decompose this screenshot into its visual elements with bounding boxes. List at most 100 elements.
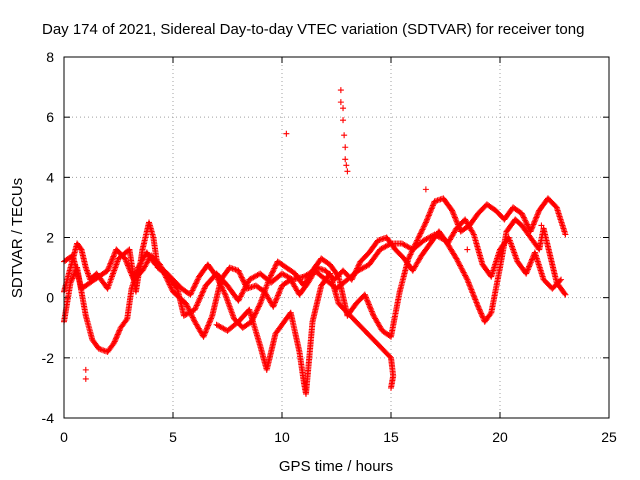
data-point-outliers: [342, 144, 349, 151]
data-point-c: [236, 270, 243, 277]
data-point-a: [470, 292, 477, 299]
data-point-c: [354, 264, 361, 271]
data-point-outliers: [82, 366, 89, 373]
data-point-b: [265, 276, 272, 283]
data-point-c: [204, 323, 211, 330]
data-point-b: [123, 317, 130, 324]
data-point-b: [266, 275, 273, 282]
data-point-b: [452, 215, 459, 222]
data-point-b: [406, 254, 413, 261]
y-tick-label: -2: [42, 350, 55, 366]
data-point-c: [201, 330, 208, 337]
data-point-a: [196, 296, 203, 303]
data-point-outliers: [344, 168, 351, 175]
data-point-c: [122, 256, 129, 263]
data-point-b: [362, 293, 369, 300]
data-point-c: [165, 278, 172, 285]
data-point-a: [192, 305, 199, 312]
data-point-c: [208, 315, 215, 322]
data-point-b: [527, 228, 534, 235]
data-point-a: [467, 283, 474, 290]
data-point-b: [115, 328, 122, 335]
data-point-b: [191, 283, 198, 290]
data-point-b: [253, 309, 260, 316]
data-point-b: [365, 300, 372, 307]
data-point-b: [422, 219, 429, 226]
data-point-b: [193, 279, 200, 286]
x-tick-label: 20: [492, 429, 508, 445]
data-point-c: [162, 272, 169, 279]
data-point-a: [197, 293, 204, 300]
data-point-c: [124, 261, 131, 268]
data-point-c: [272, 299, 279, 306]
data-point-b: [412, 241, 419, 248]
data-point-c: [189, 314, 196, 321]
data-point-b: [112, 337, 119, 344]
data-point-c: [188, 311, 195, 318]
data-point-b: [421, 222, 428, 229]
data-point-a: [476, 306, 483, 313]
y-tick-label: 4: [46, 169, 54, 185]
data-point-c: [525, 264, 532, 271]
data-point-b: [427, 208, 434, 215]
data-point-b: [115, 330, 122, 337]
data-point-c: [270, 303, 277, 310]
data-point-a: [487, 310, 494, 317]
data-point-b: [449, 208, 456, 215]
data-point-c: [111, 250, 118, 257]
data-point-a: [475, 305, 482, 312]
data-point-b: [190, 286, 197, 293]
data-point-a: [472, 296, 479, 303]
data-point-c: [158, 265, 165, 272]
data-point-b: [114, 332, 121, 339]
data-point-b: [429, 204, 436, 211]
data-point-a: [196, 295, 203, 302]
data-point-b: [428, 205, 435, 212]
data-point-a: [478, 310, 485, 317]
data-point-b: [424, 215, 431, 222]
data-point-b: [188, 290, 195, 297]
data-point-c: [156, 261, 163, 268]
data-point-b: [365, 301, 372, 308]
data-point-b: [535, 210, 542, 217]
data-point-b: [523, 220, 530, 227]
data-point-c: [105, 266, 112, 273]
data-point-b: [368, 308, 375, 315]
data-point-b: [189, 287, 196, 294]
data-point-a: [464, 278, 471, 285]
data-point-b: [420, 225, 427, 232]
data-point-b: [430, 201, 437, 208]
data-point-b: [194, 276, 201, 283]
data-point-c: [275, 291, 282, 298]
data-point-c: [167, 282, 174, 289]
data-point-c: [349, 275, 356, 282]
data-point-b: [411, 243, 418, 250]
data-point-outliers: [337, 99, 344, 106]
data-point-c: [528, 256, 535, 263]
data-point-c: [274, 293, 281, 300]
data-point-b: [418, 229, 425, 236]
data-point-outliers: [82, 375, 89, 382]
data-point-a: [472, 297, 479, 304]
data-point-b: [269, 268, 276, 275]
data-point-b: [253, 307, 260, 314]
data-point-outliers: [337, 87, 344, 94]
data-point-outliers: [422, 186, 429, 193]
data-point-a: [477, 309, 484, 316]
data-points: [61, 87, 569, 397]
data-point-b: [520, 213, 527, 220]
data-point-b: [267, 273, 274, 280]
data-point-c: [108, 257, 115, 264]
data-point-b: [425, 213, 432, 220]
y-tick-label: 8: [46, 49, 54, 65]
data-point-c: [276, 289, 283, 296]
data-point-c: [235, 267, 242, 274]
data-point-b: [423, 218, 430, 225]
chart-title: Day 174 of 2021, Sidereal Day-to-day VTE…: [42, 21, 584, 38]
data-point-b: [426, 211, 433, 218]
data-point-b: [271, 265, 278, 272]
data-point-c: [186, 307, 193, 314]
data-point-b: [524, 222, 531, 229]
data-point-c: [168, 285, 175, 292]
data-point-c: [524, 267, 531, 274]
